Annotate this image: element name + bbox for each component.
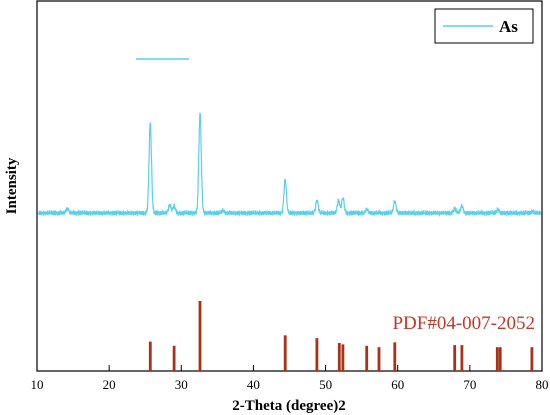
x-axis-tick-labels: 10 20 30 40 50 60 70 80 (31, 377, 549, 392)
x-tick-label-30: 30 (175, 377, 188, 392)
x-tick-label-20: 20 (103, 377, 116, 392)
reference-stick-9 (393, 342, 397, 371)
legend: As (434, 8, 534, 44)
x-tick-label-80: 80 (536, 377, 549, 392)
reference-stick-11 (460, 345, 464, 371)
y-axis-title: Intensity (4, 157, 20, 214)
reference-stick-6 (341, 344, 345, 371)
x-axis-title: 2-Theta (degree)2 (232, 398, 345, 414)
reference-stick-4 (315, 338, 319, 371)
reference-stick-8 (377, 347, 381, 371)
x-tick-label-60: 60 (391, 377, 404, 392)
x-tick-label-40: 40 (247, 377, 260, 392)
x-axis-ticks (36, 365, 543, 371)
reference-stick-13 (498, 347, 502, 371)
reference-stick-12 (495, 347, 499, 371)
x-tick-label-70: 70 (463, 377, 476, 392)
xrd-pattern-line (37, 112, 542, 218)
reference-pattern-label: PDF#04-007-2052 (392, 313, 535, 334)
reference-stick-3 (283, 335, 287, 371)
legend-label-as: As (499, 17, 518, 36)
reference-stick-7 (365, 345, 369, 371)
reference-stick-5 (337, 343, 341, 371)
x-tick-label-50: 50 (319, 377, 332, 392)
x-tick-label-10: 10 (31, 377, 44, 392)
reference-stick-14 (530, 347, 534, 371)
reference-sticks (148, 301, 534, 371)
reference-stick-10 (453, 345, 457, 371)
reference-stick-1 (172, 345, 176, 371)
reference-stick-0 (148, 341, 152, 371)
reference-stick-2 (198, 301, 202, 371)
plot-frame (36, 0, 543, 372)
xrd-pattern-series (37, 112, 542, 218)
